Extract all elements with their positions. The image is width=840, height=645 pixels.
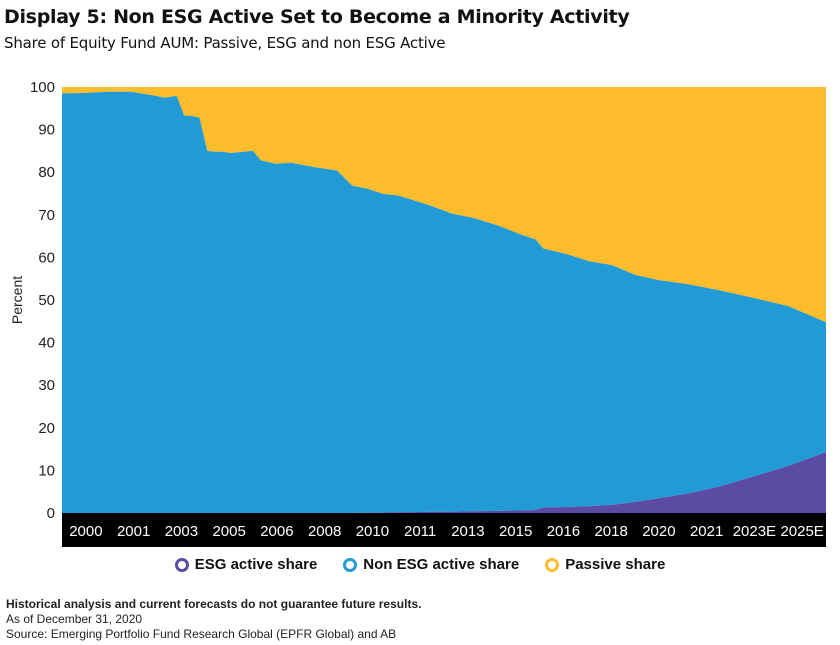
chart-title: Display 5: Non ESG Active Set to Become … [4, 6, 630, 28]
legend: ESG active share Non ESG active share Pa… [0, 556, 840, 573]
y-tick-label: 90 [38, 122, 55, 139]
x-axis-ticks: 2000 2001 2003 2005 2006 2008 2010 2011 2013 2015… [69, 523, 824, 540]
legend-item-non-esg[interactable]: Non ESG active share [343, 556, 519, 573]
y-axis-label: Percent [9, 276, 25, 324]
x-tick-label: 2016 [547, 523, 580, 540]
x-tick-label: 2021 [690, 523, 723, 540]
x-tick-label: 2025E [780, 523, 823, 540]
x-tick-label: 2006 [260, 523, 293, 540]
legend-marker-esg-icon [174, 557, 189, 572]
areas-layer [62, 87, 826, 513]
legend-item-passive[interactable]: Passive share [545, 556, 665, 573]
y-tick-label: 20 [38, 420, 55, 437]
legend-label-esg: ESG active share [194, 556, 318, 573]
x-tick-label: 2018 [594, 523, 627, 540]
x-tick-label: 2013 [451, 523, 484, 540]
footnotes: Historical analysis and current forecast… [6, 597, 421, 642]
y-tick-label: 100 [30, 79, 55, 96]
x-tick-label: 2023E [733, 523, 776, 540]
x-tick-label: 2020 [642, 523, 675, 540]
x-tick-label: 2010 [356, 523, 389, 540]
area-non-esg-active [62, 91, 826, 513]
source-note: Source: Emerging Portfolio Fund Research… [6, 627, 397, 641]
legend-marker-passive-icon [545, 557, 560, 572]
y-tick-label: 10 [38, 462, 55, 479]
x-tick-label: 2001 [117, 523, 150, 540]
legend-label-passive: Passive share [565, 556, 666, 573]
x-axis-band [62, 513, 826, 547]
y-tick-label: 30 [38, 377, 55, 394]
y-tick-label: 50 [38, 292, 55, 309]
x-tick-label: 2000 [69, 523, 102, 540]
legend-label-non-esg: Non ESG active share [363, 556, 520, 573]
y-tick-label: 40 [38, 335, 55, 352]
disclaimer: Historical analysis and current forecast… [6, 597, 422, 611]
as-of-date: As of December 31, 2020 [6, 612, 143, 626]
legend-marker-non-esg-icon [343, 557, 358, 572]
y-tick-label: 70 [38, 207, 55, 224]
y-tick-label: 0 [47, 505, 55, 522]
x-tick-label: 2015 [499, 523, 532, 540]
y-axis-ticks: 0 10 20 30 40 50 60 70 80 90 100 [30, 79, 55, 522]
y-tick-label: 60 [38, 249, 55, 266]
x-tick-label: 2011 [404, 523, 436, 540]
y-tick-label: 80 [38, 164, 55, 181]
legend-item-esg[interactable]: ESG active share [174, 556, 318, 573]
x-tick-label: 2003 [165, 523, 198, 540]
area-esg-active [62, 452, 826, 513]
chart-subtitle: Share of Equity Fund AUM: Passive, ESG a… [4, 34, 446, 52]
area-passive [62, 87, 826, 323]
x-tick-label: 2005 [212, 523, 245, 540]
x-tick-label: 2008 [308, 523, 341, 540]
